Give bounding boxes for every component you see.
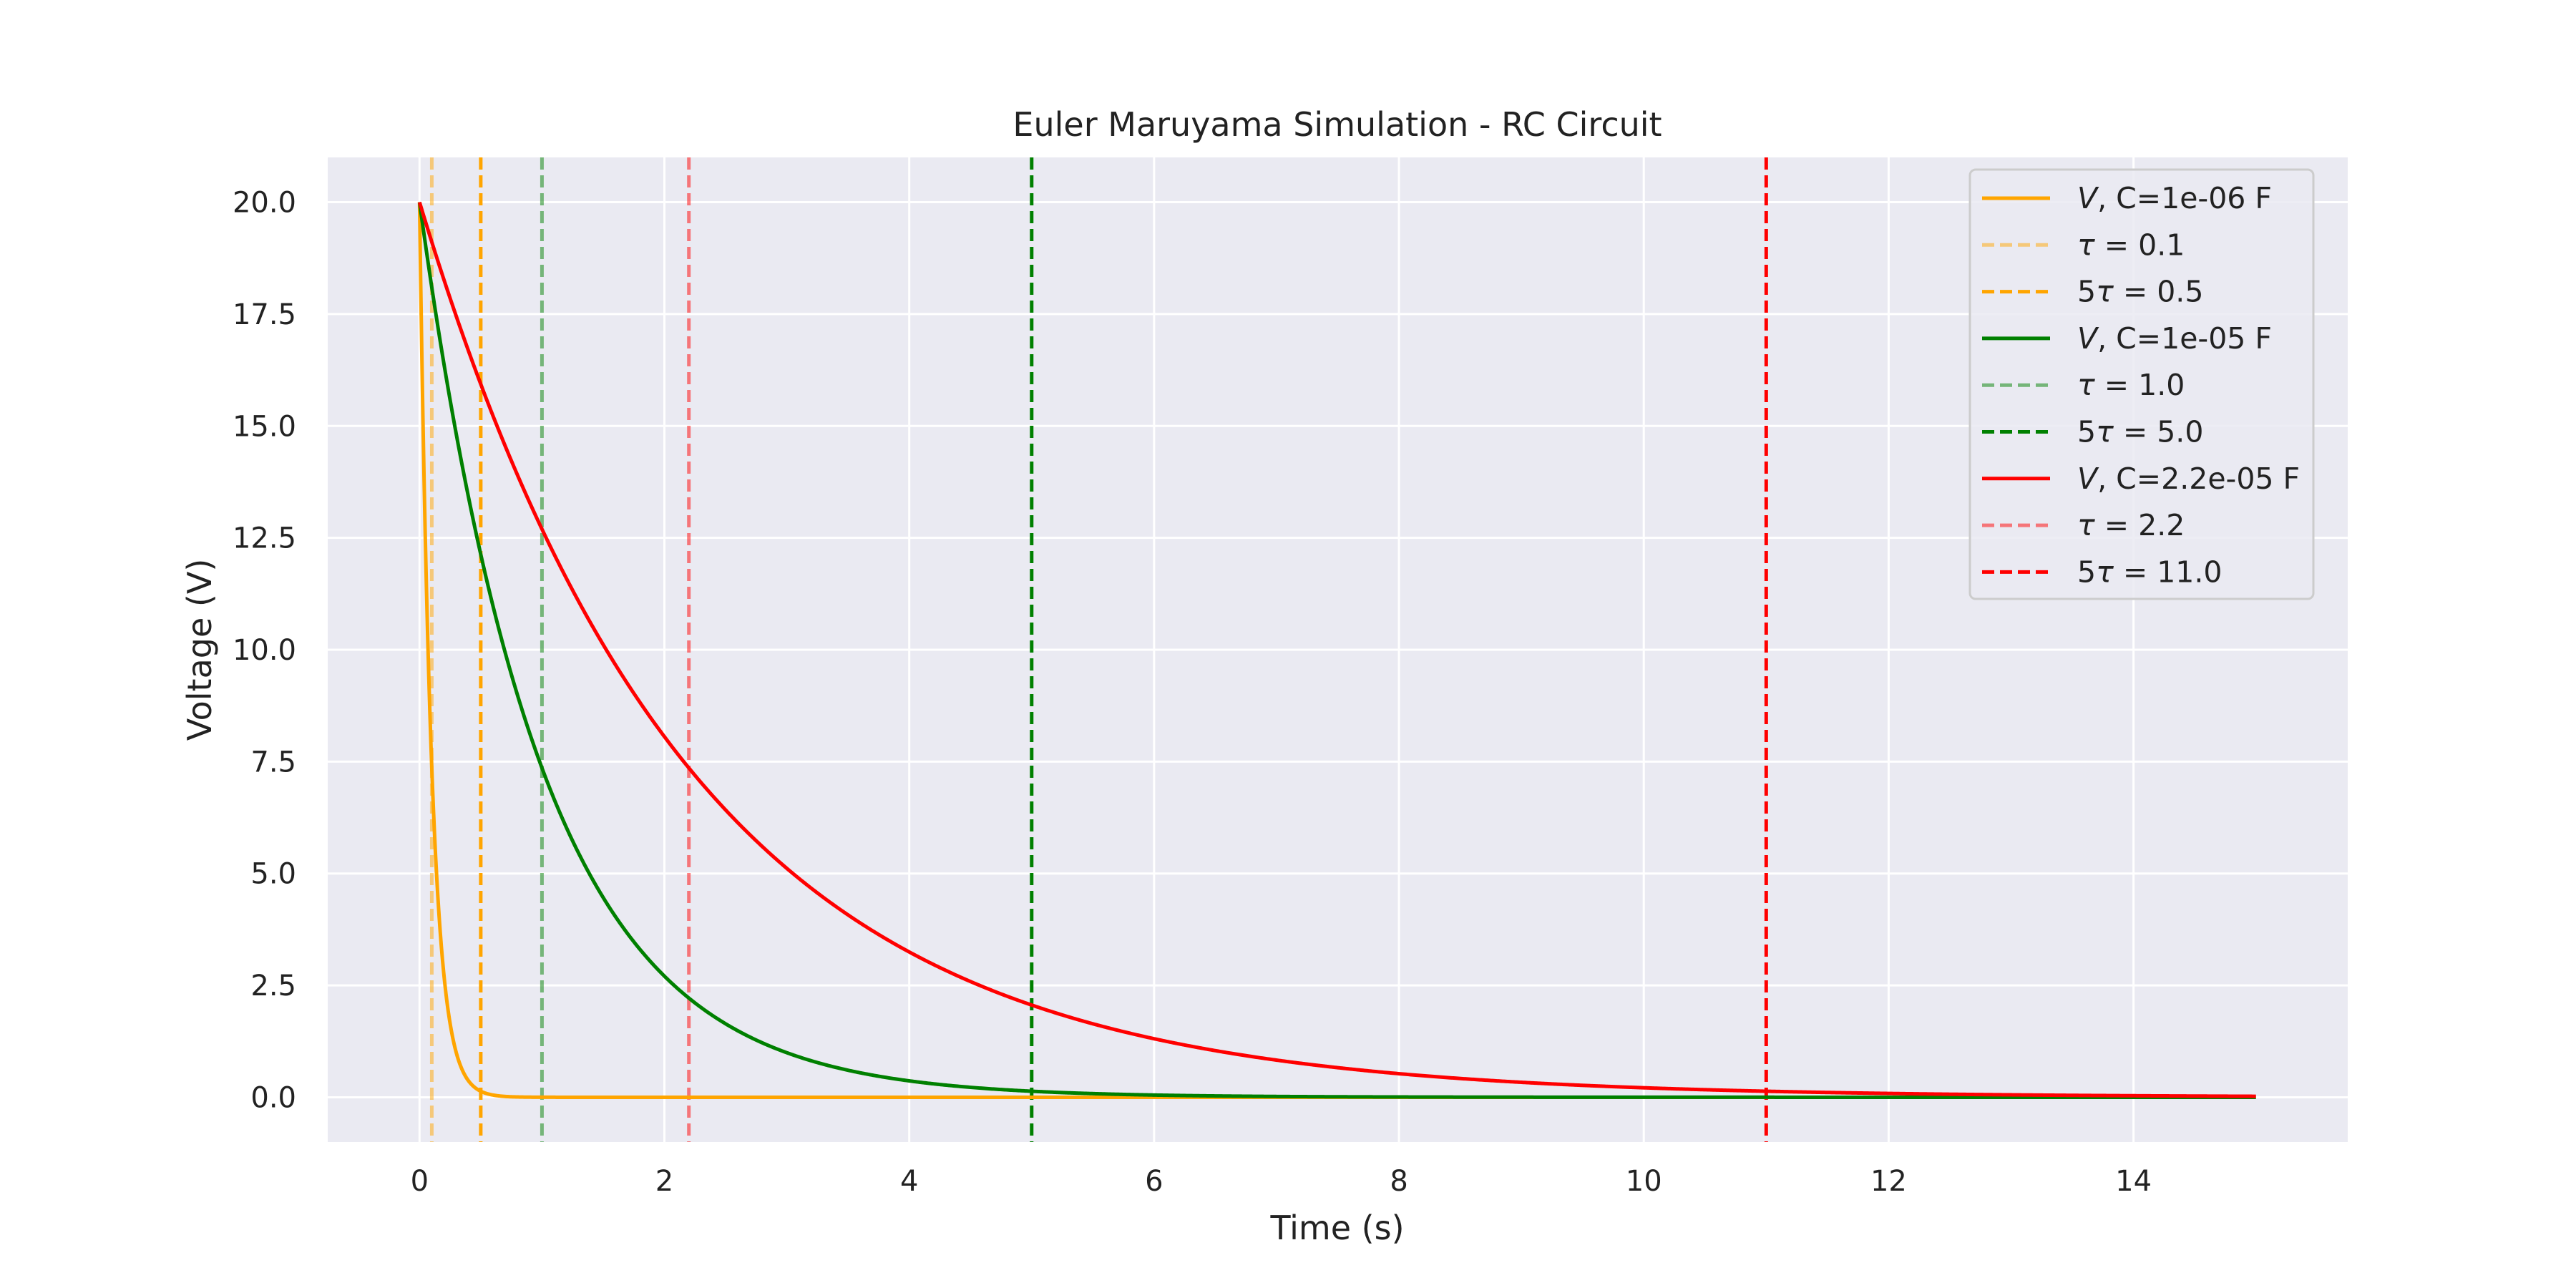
x-axis-label: Time (s) (1269, 1209, 1404, 1247)
voltage-series-line (417, 201, 2257, 1098)
legend-box (1968, 168, 2315, 600)
y-tick-label: 15.0 (233, 410, 296, 443)
x-tick-label: 6 (1145, 1165, 1163, 1198)
y-tick-label: 5.0 (250, 858, 296, 891)
x-axis-ticks: 0 2 4 6 8 10 12 14 (411, 1165, 2152, 1198)
x-tick-label: 0 (411, 1165, 429, 1198)
y-axis-ticks: 0.0 2.5 5.0 7.5 10.0 12.5 15.0 17.5 20.0 (233, 187, 296, 1115)
legend-label: 5τ = 5.0 (2077, 415, 2203, 449)
y-axis-label: Voltage (V) (180, 559, 219, 741)
y-tick-label: 12.5 (233, 522, 296, 555)
y-tick-label: 2.5 (250, 970, 296, 1002)
x-tick-label: 4 (900, 1165, 918, 1198)
legend-label: 5τ = 0.5 (2077, 275, 2203, 309)
chart-title: Euler Maruyama Simulation - RC Circuit (1013, 105, 1662, 144)
legend-label: V, C=2.2e-05 F (2077, 462, 2300, 496)
x-tick-label: 10 (1626, 1165, 1662, 1198)
legend: V, C=1e-06 F τ = 0.1 5τ = 0.5 V, C=1e-05 F τ… (1968, 168, 2315, 600)
data-series (417, 201, 2257, 1099)
y-tick-label: 0.0 (250, 1081, 296, 1114)
y-tick-label: 10.0 (233, 634, 296, 667)
x-tick-label: 12 (1870, 1165, 1907, 1198)
vertical-lines (429, 157, 1768, 1142)
voltage-series-line (417, 202, 2257, 1099)
legend-label: τ = 1.0 (2077, 368, 2185, 402)
legend-label: V, C=1e-05 F (2077, 321, 2272, 356)
x-tick-label: 8 (1390, 1165, 1407, 1198)
y-tick-label: 17.5 (233, 298, 296, 331)
legend-label: τ = 2.2 (2077, 508, 2185, 542)
x-tick-label: 2 (655, 1165, 673, 1198)
legend-label: 5τ = 11.0 (2077, 555, 2223, 589)
legend-label: V, C=1e-06 F (2077, 181, 2272, 215)
legend-label: τ = 0.1 (2077, 228, 2185, 262)
y-tick-label: 7.5 (250, 746, 296, 779)
x-tick-label: 14 (2115, 1165, 2152, 1198)
y-tick-label: 20.0 (233, 187, 296, 220)
